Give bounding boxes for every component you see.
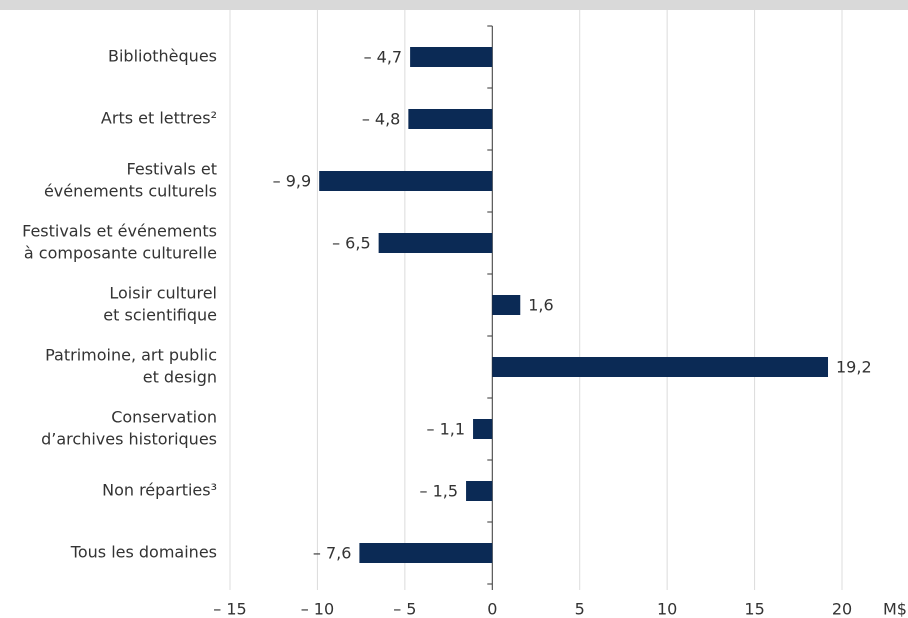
bar [466,481,493,501]
value-label: – 4,8 [362,110,401,129]
x-tick-label: 5 [575,600,585,618]
x-tick-label: 20 [832,600,852,618]
value-label: – 4,7 [364,48,403,67]
bar [408,109,493,129]
bar [492,357,829,377]
value-label: 19,2 [836,358,872,377]
category-label: Loisir culturel [109,284,217,303]
category-label: Conservation [111,408,217,427]
x-tick-label: – 5 [393,600,416,618]
bar [359,543,493,563]
category-label: et design [143,368,217,387]
x-tick-label: – 15 [213,600,246,618]
category-label: Patrimoine, art public [45,346,217,365]
category-label: Bibliothèques [108,47,217,66]
category-label: Arts et lettres² [101,109,217,128]
bar [378,233,493,253]
value-label: – 1,1 [427,420,466,439]
bar [492,295,521,315]
category-label: et scientifique [103,306,217,325]
bar [319,171,493,191]
x-tick-label: 0 [487,600,497,618]
category-label: à composante culturelle [24,244,217,263]
bar [473,419,493,439]
value-label: – 6,5 [332,234,371,253]
category-label: Festivals et [127,160,217,179]
value-label: – 1,5 [420,482,459,501]
top-band [0,0,908,10]
category-label: événements culturels [44,182,217,201]
value-label: – 9,9 [273,172,312,191]
value-label: 1,6 [528,296,553,315]
x-tick-label: 15 [744,600,764,618]
category-label: Festivals et événements [22,222,217,241]
category-label: Tous les domaines [70,543,217,562]
x-tick-label: 10 [657,600,677,618]
x-tick-label: – 10 [301,600,334,618]
x-axis-unit: M$ [883,600,907,618]
category-label: d’archives historiques [41,430,217,449]
category-label: Non réparties³ [102,481,217,500]
value-label: – 7,6 [313,544,352,563]
bar [410,47,493,67]
